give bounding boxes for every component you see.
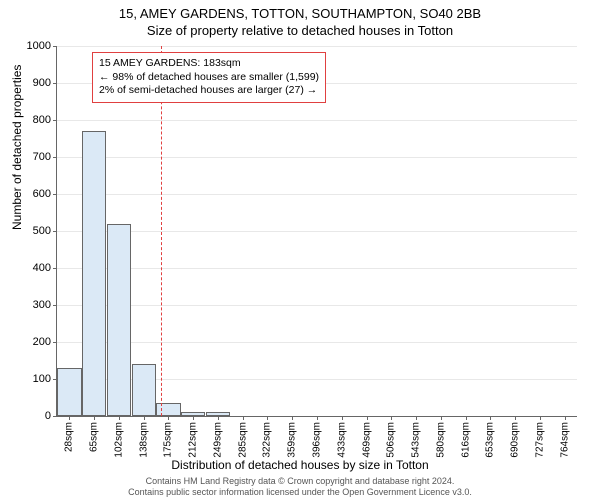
x-tick-label: 175sqm (163, 422, 174, 458)
gridline (57, 46, 577, 47)
x-tick-mark (267, 416, 268, 420)
footer-line2: Contains public sector information licen… (0, 487, 600, 498)
y-tick-mark (53, 231, 57, 232)
gridline (57, 120, 577, 121)
gridline (57, 268, 577, 269)
y-tick-label: 300 (33, 299, 51, 311)
x-tick-label: 543sqm (411, 422, 422, 458)
title-line1: 15, AMEY GARDENS, TOTTON, SOUTHAMPTON, S… (0, 0, 600, 21)
footer: Contains HM Land Registry data © Crown c… (0, 476, 600, 498)
gridline (57, 194, 577, 195)
x-tick-label: 28sqm (64, 422, 75, 452)
y-tick-mark (53, 342, 57, 343)
gridline (57, 342, 577, 343)
x-tick-label: 212sqm (188, 422, 199, 458)
histogram-bar (57, 368, 81, 416)
x-tick-label: 506sqm (386, 422, 397, 458)
x-tick-mark (168, 416, 169, 420)
y-tick-label: 700 (33, 151, 51, 163)
y-tick-mark (53, 268, 57, 269)
x-tick-mark (540, 416, 541, 420)
footer-line1: Contains HM Land Registry data © Crown c… (0, 476, 600, 487)
histogram-bar (132, 364, 156, 416)
x-tick-label: 469sqm (361, 422, 372, 458)
x-tick-label: 727sqm (534, 422, 545, 458)
y-tick-mark (53, 194, 57, 195)
x-tick-mark (342, 416, 343, 420)
x-tick-label: 249sqm (212, 422, 223, 458)
x-tick-label: 764sqm (559, 422, 570, 458)
x-tick-label: 285sqm (237, 422, 248, 458)
y-tick-label: 0 (45, 410, 51, 422)
gridline (57, 157, 577, 158)
annotation-line2: ← 98% of detached houses are smaller (1,… (99, 71, 319, 85)
y-tick-label: 500 (33, 225, 51, 237)
x-tick-label: 433sqm (336, 422, 347, 458)
x-tick-mark (490, 416, 491, 420)
histogram-bar (107, 224, 131, 416)
annotation-box: 15 AMEY GARDENS: 183sqm ← 98% of detache… (92, 52, 326, 103)
y-tick-mark (53, 120, 57, 121)
y-tick-label: 600 (33, 188, 51, 200)
y-tick-mark (53, 416, 57, 417)
annotation-line1: 15 AMEY GARDENS: 183sqm (99, 57, 319, 71)
y-axis-label: Number of detached properties (10, 65, 24, 230)
x-tick-label: 653sqm (485, 422, 496, 458)
gridline (57, 231, 577, 232)
x-tick-mark (391, 416, 392, 420)
x-tick-label: 616sqm (460, 422, 471, 458)
x-tick-mark (69, 416, 70, 420)
x-tick-mark (466, 416, 467, 420)
y-tick-label: 1000 (27, 40, 51, 52)
histogram-bar (156, 403, 180, 416)
y-tick-label: 900 (33, 77, 51, 89)
x-tick-mark (218, 416, 219, 420)
x-tick-mark (515, 416, 516, 420)
x-tick-mark (367, 416, 368, 420)
x-tick-label: 102sqm (113, 422, 124, 458)
x-tick-mark (94, 416, 95, 420)
x-tick-mark (119, 416, 120, 420)
y-tick-label: 100 (33, 373, 51, 385)
x-tick-mark (243, 416, 244, 420)
x-tick-label: 65sqm (89, 422, 100, 452)
gridline (57, 305, 577, 306)
x-tick-mark (193, 416, 194, 420)
annotation-line3: 2% of semi-detached houses are larger (2… (99, 84, 319, 98)
y-tick-label: 400 (33, 262, 51, 274)
x-tick-mark (317, 416, 318, 420)
y-tick-label: 800 (33, 114, 51, 126)
x-tick-label: 322sqm (262, 422, 273, 458)
title-line2: Size of property relative to detached ho… (0, 21, 600, 38)
y-tick-mark (53, 83, 57, 84)
x-tick-label: 690sqm (510, 422, 521, 458)
x-tick-mark (144, 416, 145, 420)
y-tick-mark (53, 46, 57, 47)
x-tick-label: 359sqm (287, 422, 298, 458)
chart-area: 0100200300400500600700800900100028sqm65s… (56, 46, 576, 416)
y-tick-label: 200 (33, 336, 51, 348)
x-tick-label: 138sqm (138, 422, 149, 458)
y-tick-mark (53, 305, 57, 306)
x-axis-label: Distribution of detached houses by size … (0, 458, 600, 472)
x-tick-label: 396sqm (312, 422, 323, 458)
x-tick-mark (565, 416, 566, 420)
x-tick-mark (292, 416, 293, 420)
y-tick-mark (53, 157, 57, 158)
x-tick-mark (441, 416, 442, 420)
histogram-bar (82, 131, 106, 416)
x-tick-mark (416, 416, 417, 420)
x-tick-label: 580sqm (435, 422, 446, 458)
